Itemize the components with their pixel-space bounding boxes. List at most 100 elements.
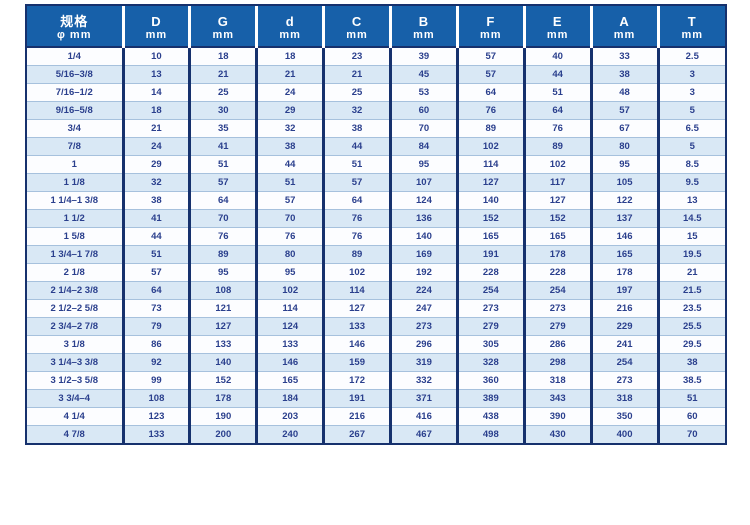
value-cell: 73 — [121, 299, 190, 318]
value-cell: 192 — [389, 263, 458, 282]
value-cell: 228 — [522, 263, 592, 282]
column-label: d — [285, 13, 295, 29]
value-cell: 279 — [522, 317, 592, 336]
value-cell: 67 — [589, 119, 658, 138]
value-cell: 64 — [455, 83, 525, 102]
value-cell: 64 — [522, 101, 592, 120]
value-cell: 229 — [589, 317, 658, 336]
value-cell: 123 — [121, 407, 190, 426]
value-cell: 279 — [455, 317, 525, 336]
value-cell: 296 — [389, 335, 458, 354]
value-cell: 21 — [322, 65, 391, 84]
column-unit: mm — [480, 28, 502, 41]
value-cell: 29 — [121, 155, 190, 174]
value-cell: 190 — [188, 407, 257, 426]
value-cell: 133 — [121, 425, 190, 443]
value-cell: 216 — [589, 299, 658, 318]
table-row: 7/8 24 41 38 44 84 102 89 80 5 — [27, 137, 725, 156]
value-cell: 102 — [255, 281, 324, 300]
column-label: E — [552, 13, 563, 29]
table-row: 1 3/4–1 7/8 51 89 80 89 169 191 178 165 19.5 — [27, 245, 725, 264]
value-cell: 99 — [121, 371, 190, 390]
column-unit: mm — [279, 28, 301, 41]
value-cell: 273 — [389, 317, 458, 336]
value-cell: 64 — [322, 191, 391, 210]
value-cell: 216 — [322, 407, 391, 426]
value-cell: 498 — [455, 425, 525, 443]
value-cell: 51 — [656, 389, 725, 408]
value-cell: 228 — [455, 263, 525, 282]
value-cell: 48 — [589, 83, 658, 102]
value-cell: 273 — [589, 371, 658, 390]
value-cell: 76 — [255, 227, 324, 246]
value-cell: 127 — [455, 173, 525, 192]
table-row: 1 1/2 41 70 70 76 136 152 152 137 14.5 — [27, 209, 725, 228]
value-cell: 197 — [589, 281, 658, 300]
value-cell: 328 — [455, 353, 525, 372]
column-label: F — [486, 13, 496, 29]
table-row: 2 1/4–2 3/8 64 108 102 114 224 254 254 197 21.5 — [27, 281, 725, 300]
value-cell: 254 — [522, 281, 592, 300]
table-row: 5/16–3/8 13 21 21 21 45 57 44 38 3 — [27, 65, 725, 84]
table-row: 1 1/4–1 3/8 38 64 57 64 124 140 127 122 13 — [27, 191, 725, 210]
value-cell: 152 — [522, 209, 592, 228]
value-cell: 25 — [188, 83, 257, 102]
value-cell: 102 — [455, 137, 525, 156]
value-cell: 25.5 — [656, 317, 725, 336]
value-cell: 70 — [255, 209, 324, 228]
value-cell: 21.5 — [656, 281, 725, 300]
value-cell: 76 — [522, 119, 592, 138]
spec-cell: 1 1/2 — [27, 209, 123, 228]
value-cell: 389 — [455, 389, 525, 408]
column-label: A — [619, 13, 630, 29]
value-cell: 127 — [322, 299, 391, 318]
value-cell: 133 — [188, 335, 257, 354]
value-cell: 430 — [522, 425, 592, 443]
value-cell: 10 — [121, 47, 190, 66]
value-cell: 25 — [322, 83, 391, 102]
value-cell: 33 — [589, 47, 658, 66]
value-cell: 146 — [589, 227, 658, 246]
value-cell: 2.5 — [656, 47, 725, 66]
table-row: 3 1/8 86 133 133 146 296 305 286 241 29.5 — [27, 335, 725, 354]
value-cell: 178 — [188, 389, 257, 408]
value-cell: 114 — [255, 299, 324, 318]
spec-cell: 3 3/4–4 — [27, 389, 123, 408]
value-cell: 273 — [455, 299, 525, 318]
value-cell: 57 — [455, 65, 525, 84]
value-cell: 165 — [455, 227, 525, 246]
value-cell: 200 — [188, 425, 257, 443]
value-cell: 21 — [188, 65, 257, 84]
value-cell: 21 — [255, 65, 324, 84]
value-cell: 40 — [522, 47, 592, 66]
value-cell: 32 — [255, 119, 324, 138]
spec-cell: 1 5/8 — [27, 227, 123, 246]
value-cell: 76 — [455, 101, 525, 120]
value-cell: 29 — [255, 101, 324, 120]
value-cell: 6.5 — [656, 119, 725, 138]
table-row: 3/4 21 35 32 38 70 89 76 67 6.5 — [27, 119, 725, 138]
value-cell: 89 — [188, 245, 257, 264]
column-label: B — [418, 13, 430, 29]
value-cell: 38.5 — [656, 371, 725, 390]
spec-cell: 4 1/4 — [27, 407, 123, 426]
value-cell: 35 — [188, 119, 257, 138]
value-cell: 107 — [389, 173, 458, 192]
value-cell: 240 — [255, 425, 324, 443]
value-cell: 254 — [589, 353, 658, 372]
value-cell: 51 — [522, 83, 592, 102]
value-cell: 152 — [188, 371, 257, 390]
value-cell: 105 — [589, 173, 658, 192]
value-cell: 13 — [121, 65, 190, 84]
value-cell: 57 — [589, 101, 658, 120]
value-cell: 95 — [389, 155, 458, 174]
value-cell: 39 — [389, 47, 458, 66]
spec-cell: 5/16–3/8 — [27, 65, 123, 84]
value-cell: 80 — [255, 245, 324, 264]
value-cell: 57 — [455, 47, 525, 66]
